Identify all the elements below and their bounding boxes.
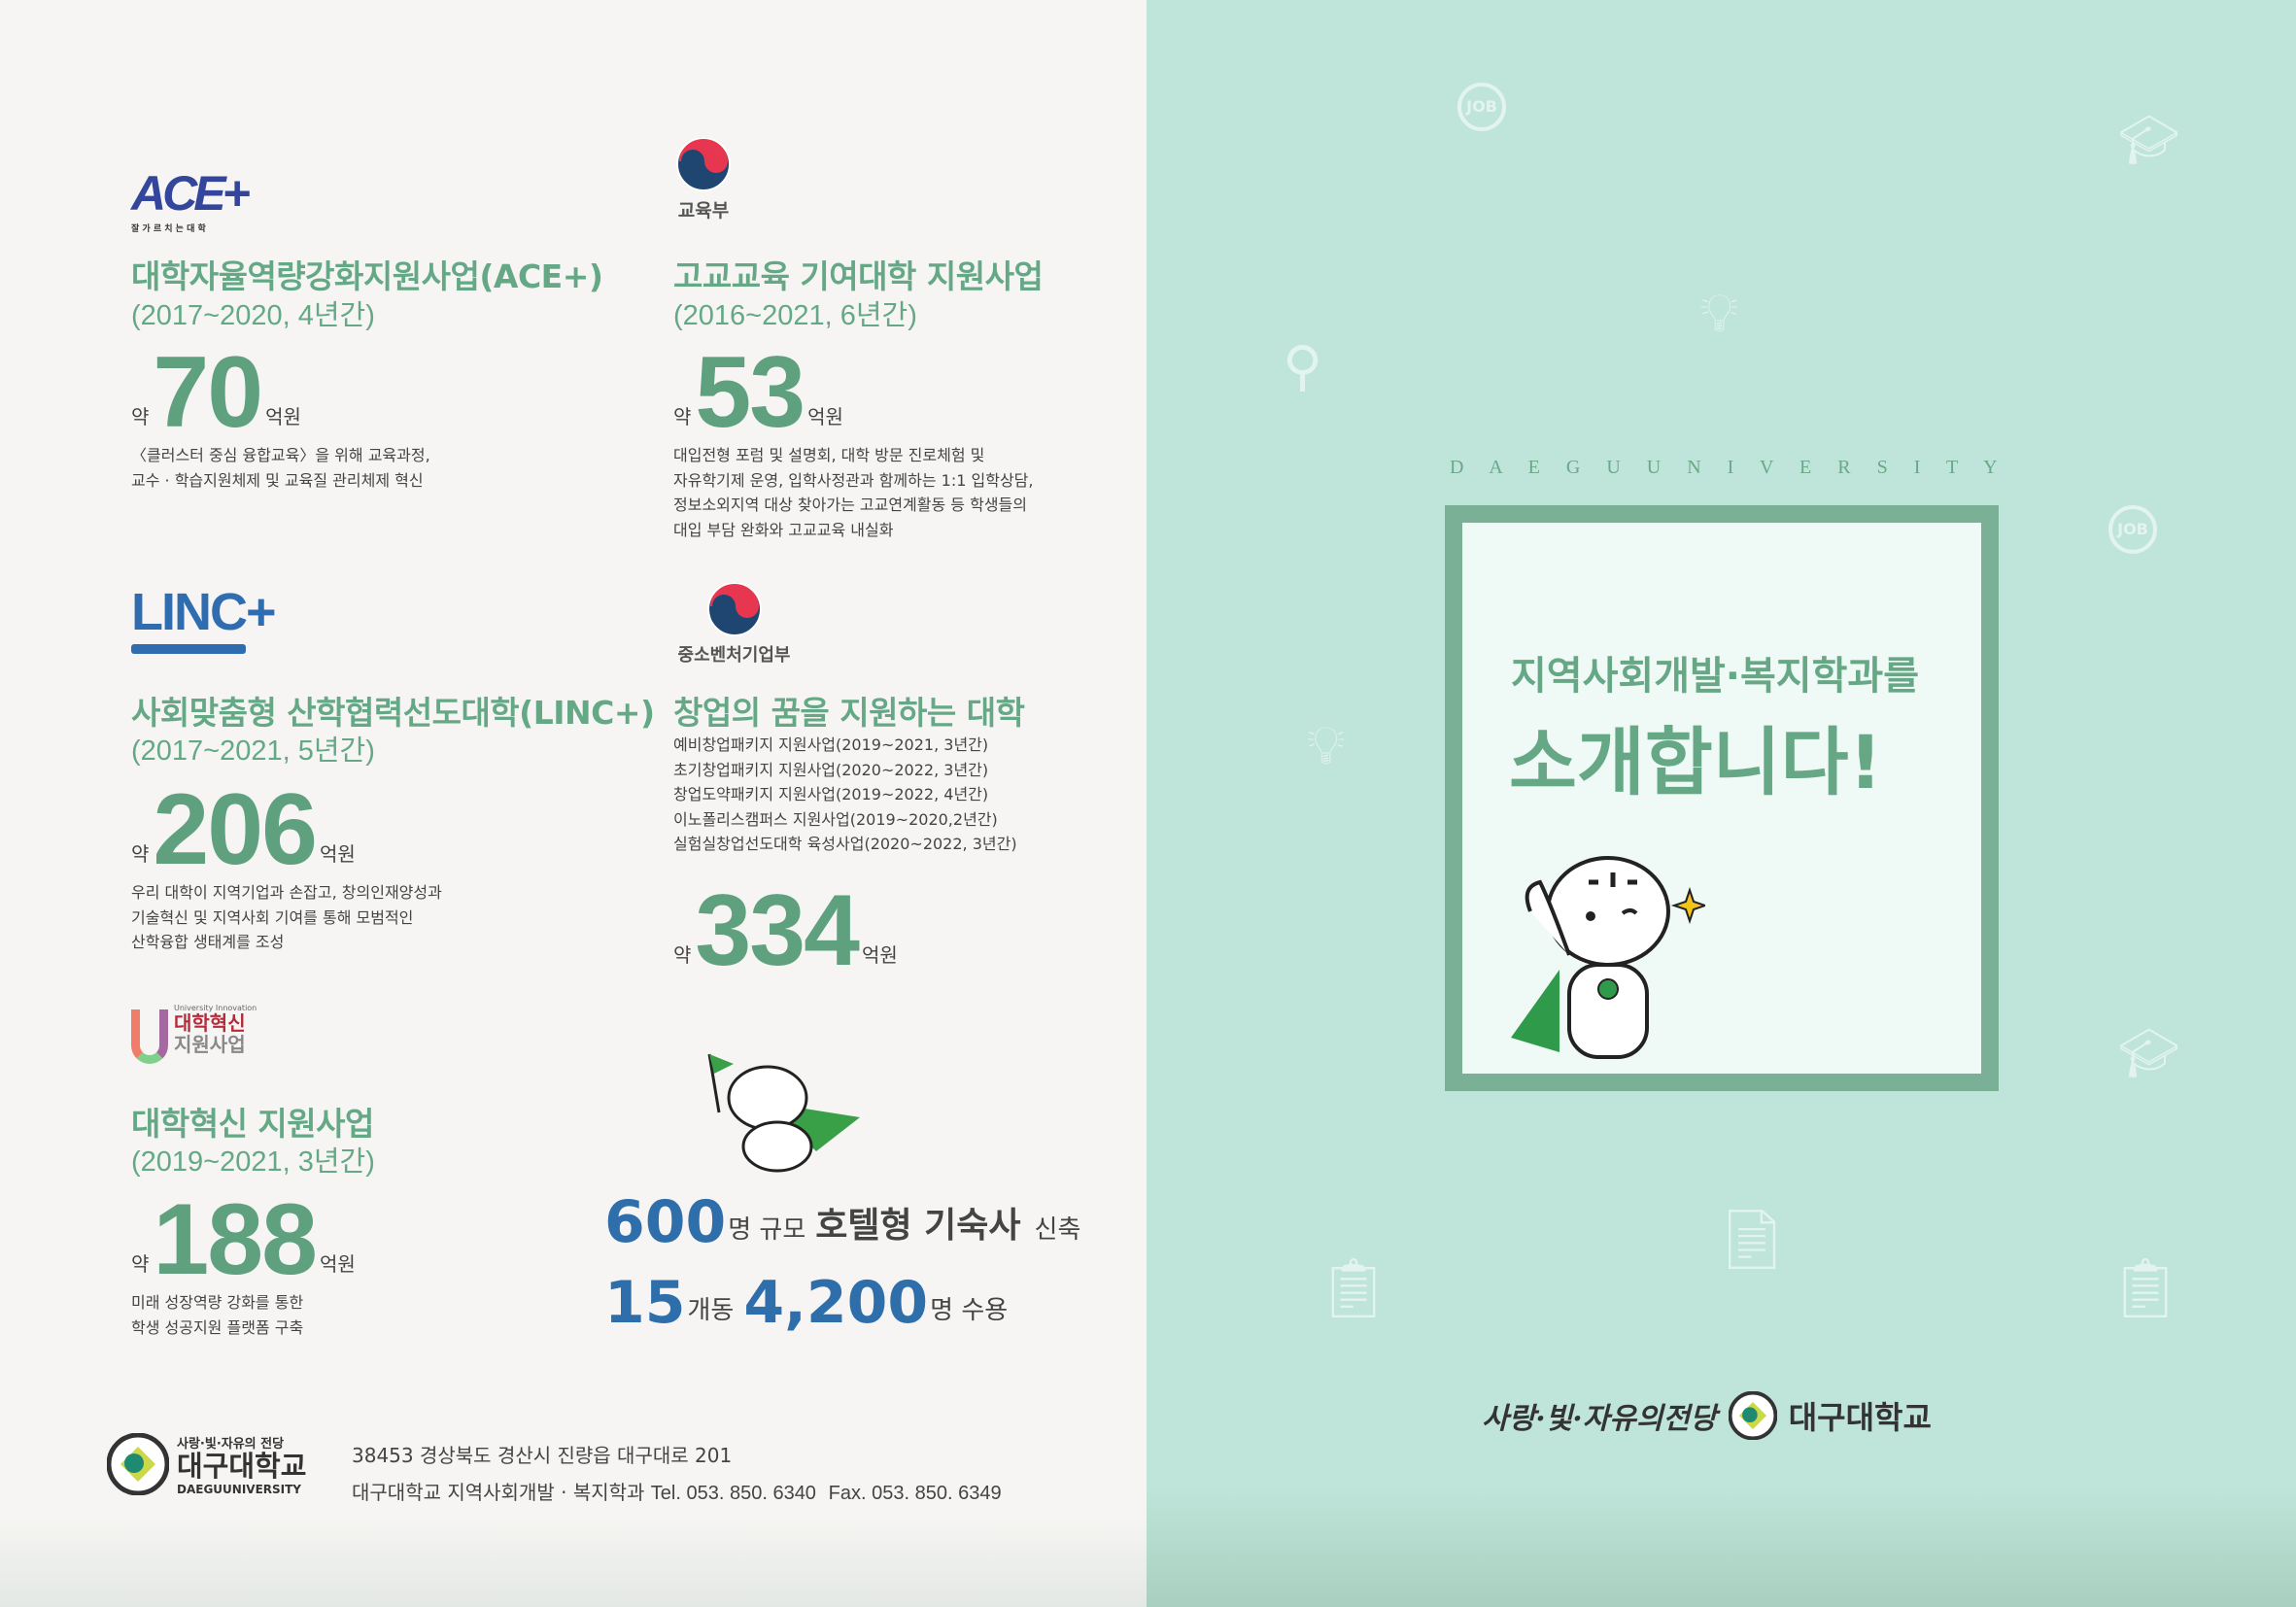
cover-panel: JOB JOB 🎓︎ 🎓︎ 💡︎ 💡︎ ⚲ 📄︎ 📋︎ 📋︎ D A E G U… xyxy=(1147,0,2296,1607)
tiger-mascot-flying xyxy=(707,1053,860,1173)
program-desc: 우리 대학이 지역기업과 손잡고, 창의인재양성과 기술혁신 및 지역사회 기여를… xyxy=(131,883,442,951)
moe-logo: 교육부 xyxy=(673,136,734,222)
back-panel: ACE+ 잘 가 르 치 는 대 학 대학자율역량강화지원사업(ACE+) (2… xyxy=(0,0,1147,1607)
program-period: (2019~2021, 3년간) xyxy=(131,1146,375,1178)
spaced-university-name: D A E G U U N I V E R S I T Y xyxy=(1450,457,2005,478)
program-desc: 대입전형 포럼 및 설명회, 대학 방문 진로체험 및 자유학기제 운영, 입학사… xyxy=(673,446,1034,539)
program-title: 대학자율역량강화지원사업(ACE+) xyxy=(131,257,603,295)
program-desc: 미래 성장역량 강화를 통한 학생 성공지원 플랫폼 구축 xyxy=(131,1293,304,1337)
taeguk-icon xyxy=(706,582,762,636)
program-title: 창업의 꿈을 지원하는 대학 xyxy=(673,694,1025,732)
campus-photo-fade xyxy=(1147,1487,2296,1607)
university-seal-icon xyxy=(107,1433,169,1496)
footer-logo: 사랑·빛·자유의 전당 대구대학교 DAEGUUNIVERSITY xyxy=(107,1433,306,1496)
linc-logo: LINC+ xyxy=(131,586,277,654)
taeguk-icon xyxy=(676,137,731,191)
innovation-logo: University Innovation 대학혁신 지원사업 xyxy=(131,1004,257,1064)
dorm-stat-2: 15 개동 4,200 명 수용 xyxy=(604,1269,1009,1337)
dorm-stat-1: 600 명 규모 호텔형 기숙사 신축 xyxy=(604,1188,1081,1256)
program-period: (2016~2021, 6년간) xyxy=(673,300,917,331)
cover-footer-logo: 사랑·빛·자유의전당 대구대학교 xyxy=(1482,1391,1932,1440)
job-search-icon: JOB xyxy=(1457,83,1506,131)
program-amount: 약 53 억원 xyxy=(673,336,843,449)
u-mark-icon xyxy=(131,1009,168,1064)
program-period: (2017~2020, 4년간) xyxy=(131,300,375,331)
campus-photo-fade xyxy=(0,1516,1147,1607)
program-amount: 약 334 억원 xyxy=(673,874,898,987)
program-period: (2017~2021, 5년간) xyxy=(131,735,375,767)
footer-contact: 대구대학교 지역사회개발 · 복지학과 Tel. 053. 850. 6340 … xyxy=(352,1481,1002,1504)
cover-subtitle: 지역사회개발·복지학과를 xyxy=(1511,654,1919,699)
tiger-mascot xyxy=(1511,856,1705,1059)
clipboard-search-icon: 📋︎ xyxy=(1317,1254,1391,1322)
lightbulb-icon: 💡︎ xyxy=(1700,282,1739,345)
cover-title: 소개합니다! xyxy=(1509,719,1883,805)
program-amount: 약 188 억원 xyxy=(131,1183,356,1296)
linc-sub-bar xyxy=(131,644,246,654)
program-title: 고교교육 기여대학 지원사업 xyxy=(673,257,1044,295)
program-title: 사회맞춤형 산학협력선도대학(LINC+) xyxy=(131,694,655,732)
program-amount: 약 206 억원 xyxy=(131,773,356,886)
program-list: 예비창업패키지 지원사업(2019~2021, 3년간) 초기창업패키지 지원사업… xyxy=(673,735,1017,853)
ace-logo: ACE+ 잘 가 르 치 는 대 학 xyxy=(131,166,251,234)
job-search-icon: JOB xyxy=(2108,505,2157,554)
document-icon: 📄︎ xyxy=(1715,1206,1790,1274)
university-seal-icon xyxy=(1728,1391,1777,1440)
program-desc: 〈클러스터 중심 융합교육〉을 위해 교육과정, 교수 · 학습지원체제 및 교육… xyxy=(131,446,430,490)
clipboard-search-icon: 📋︎ xyxy=(2108,1254,2183,1322)
program-amount: 약 70 억원 xyxy=(131,336,301,449)
program-title: 대학혁신 지원사업 xyxy=(131,1105,374,1143)
graduation-cap-icon: 🎓︎ xyxy=(2118,112,2180,168)
graduation-cap-icon: 🎓︎ xyxy=(2118,1025,2180,1081)
location-pin-icon: ⚲ xyxy=(1283,335,1323,398)
footer-address: 38453 경상북도 경산시 진량읍 대구대로 201 xyxy=(352,1444,733,1467)
lightbulb-icon: 💡︎ xyxy=(1307,714,1346,777)
mss-logo: 중소벤처기업부 xyxy=(673,581,795,667)
cover-frame: 지역사회개발·복지학과를 소개합니다! xyxy=(1445,505,1999,1091)
